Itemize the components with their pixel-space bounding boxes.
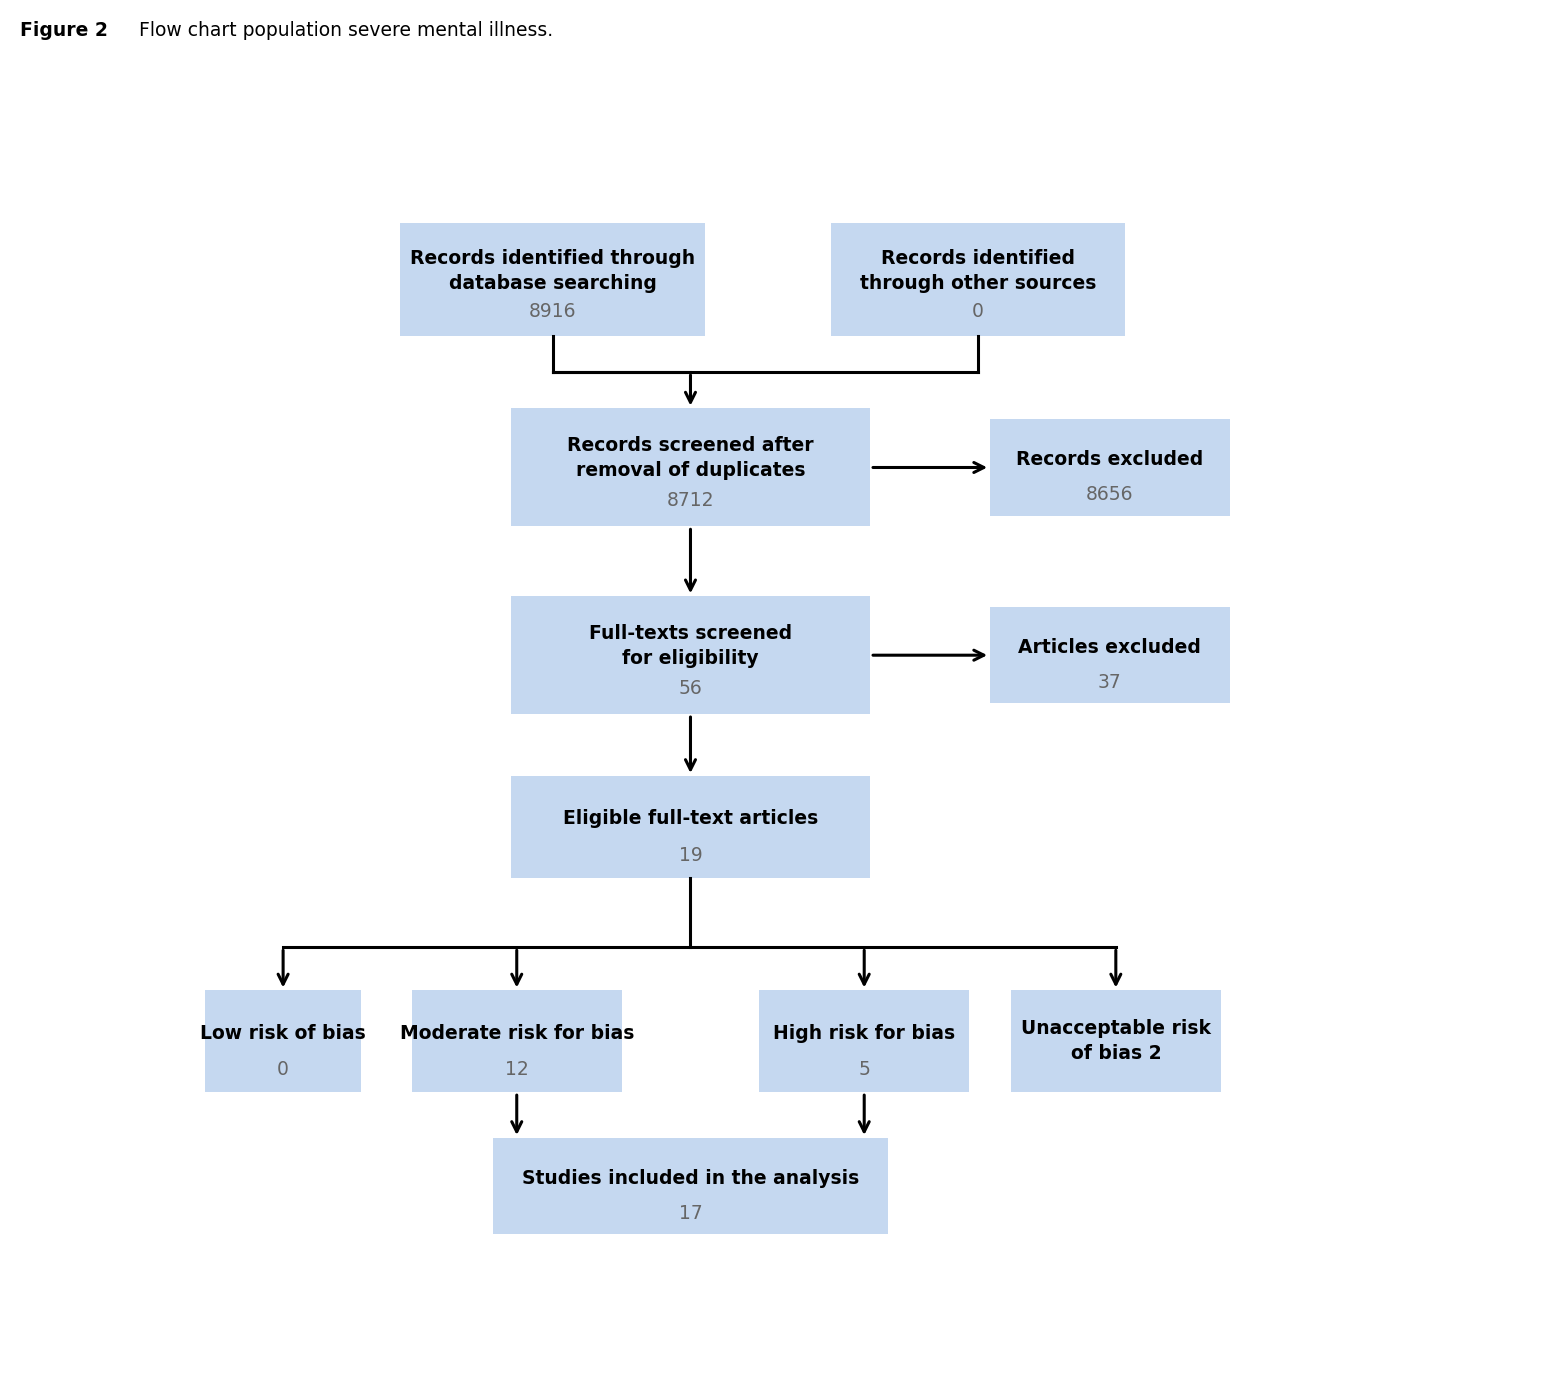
Text: Records excluded: Records excluded — [1016, 450, 1203, 469]
Text: Studies included in the analysis: Studies included in the analysis — [523, 1169, 860, 1188]
Text: 0: 0 — [277, 1060, 289, 1080]
Text: High risk for bias: High risk for bias — [773, 1024, 955, 1043]
Text: Eligible full-text articles: Eligible full-text articles — [563, 809, 818, 829]
FancyBboxPatch shape — [1011, 990, 1221, 1092]
FancyBboxPatch shape — [206, 990, 362, 1092]
Text: Articles excluded: Articles excluded — [1019, 638, 1201, 657]
Text: Records identified
through other sources: Records identified through other sources — [860, 249, 1096, 293]
Text: 8656: 8656 — [1087, 485, 1133, 504]
Text: 56: 56 — [679, 678, 702, 698]
Text: 8712: 8712 — [666, 490, 714, 510]
Text: 8916: 8916 — [529, 302, 577, 320]
FancyBboxPatch shape — [510, 596, 870, 715]
Text: 5: 5 — [858, 1060, 870, 1080]
Text: Records identified through
database searching: Records identified through database sear… — [410, 249, 696, 293]
Text: Flow chart population severe mental illness.: Flow chart population severe mental illn… — [133, 21, 553, 40]
FancyBboxPatch shape — [989, 419, 1229, 515]
Text: 0: 0 — [972, 302, 983, 320]
Text: 17: 17 — [679, 1204, 702, 1223]
Text: 12: 12 — [506, 1060, 529, 1080]
FancyBboxPatch shape — [510, 408, 870, 527]
FancyBboxPatch shape — [400, 223, 705, 336]
Text: 37: 37 — [1098, 673, 1122, 692]
Text: 19: 19 — [679, 846, 702, 865]
Text: Moderate risk for bias: Moderate risk for bias — [399, 1024, 634, 1043]
Text: Records screened after
removal of duplicates: Records screened after removal of duplic… — [567, 436, 813, 481]
FancyBboxPatch shape — [989, 607, 1229, 703]
Text: Figure 2: Figure 2 — [20, 21, 108, 40]
FancyBboxPatch shape — [510, 776, 870, 878]
Text: Full-texts screened
for eligibility: Full-texts screened for eligibility — [589, 624, 792, 667]
FancyBboxPatch shape — [493, 1138, 887, 1234]
FancyBboxPatch shape — [759, 990, 969, 1092]
Text: Unacceptable risk
of bias 2: Unacceptable risk of bias 2 — [1020, 1020, 1211, 1063]
FancyBboxPatch shape — [411, 990, 621, 1092]
FancyBboxPatch shape — [832, 223, 1125, 336]
Text: Low risk of bias: Low risk of bias — [201, 1024, 366, 1043]
